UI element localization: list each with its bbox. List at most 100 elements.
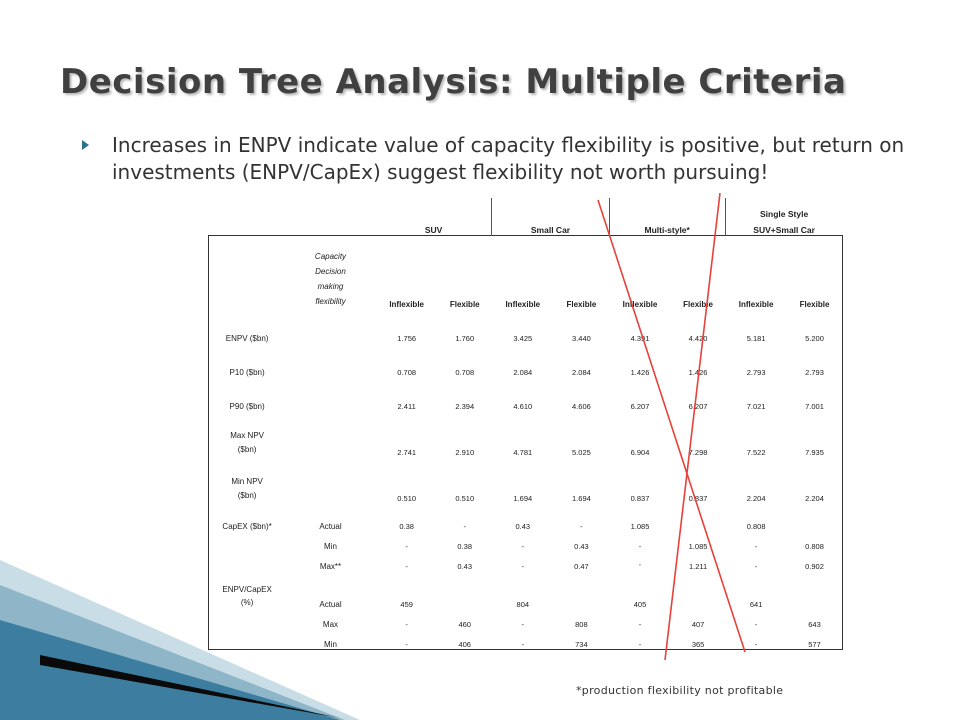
table-cell: -: [725, 629, 788, 650]
group-single-style: Single Style SUV+Small Car: [725, 198, 842, 236]
table-cell: 2.793: [746, 368, 766, 377]
table-cell: 0.837: [688, 494, 708, 503]
table-cell: 460: [458, 620, 471, 629]
table-cell: 0.38: [399, 522, 414, 531]
row-sublabel: Max: [322, 620, 339, 629]
table-cell: -: [521, 562, 525, 571]
table-cell: 2.741: [397, 448, 417, 457]
table-cell: 0.43: [574, 542, 589, 551]
corner-decoration: [0, 560, 360, 720]
sub-inflexible: Inflexible: [491, 235, 554, 309]
table-cell: 365: [670, 629, 726, 650]
row-label-p90: P90 ($bn): [208, 377, 286, 411]
table-cell: 1.085: [688, 542, 708, 551]
table-cell: ': [639, 562, 641, 571]
table-row: CapEX ($bn)* Actual 0.38 - 0.43 - 1.085 …: [208, 503, 844, 531]
table-cell: -: [521, 542, 525, 551]
sub-inflexible: Inflexible: [375, 235, 438, 309]
table-cell: 641: [749, 600, 763, 609]
table-cell: -: [521, 620, 525, 629]
table-cell: 7.021: [746, 402, 766, 411]
table-cell: -: [463, 522, 466, 531]
table-cell: 6.207: [688, 402, 708, 411]
table-cell: 2.793: [787, 343, 844, 377]
table-row: Min NPV ($bn) 0.510 0.510 1.694 1.694 0.…: [208, 457, 844, 503]
table-cell: 405: [633, 600, 647, 609]
row-sublabel: Actual: [319, 600, 342, 609]
table-cell: -: [638, 542, 642, 551]
row-label-p10: P10 ($bn): [208, 343, 286, 377]
single-style-line2: SUV+Small Car: [753, 225, 815, 235]
table-cell: 0.902: [787, 551, 844, 571]
table-cell: 2.411: [397, 402, 416, 411]
table-cell: 6.207: [630, 402, 650, 411]
table-cell: -: [638, 620, 642, 629]
table-cell: 1.756: [397, 334, 417, 343]
table-cell: -: [754, 562, 758, 571]
table-cell: [438, 571, 492, 609]
group-small-car: Small Car: [491, 198, 610, 236]
table-cell: 0.808: [746, 522, 766, 531]
sub-inflexible: Inflexible: [609, 235, 671, 309]
table-row: Max - 460 - 808 - 407 - 643: [208, 609, 844, 629]
row-sublabel: Actual: [319, 522, 342, 531]
footnote: *production flexibility not profitable: [576, 684, 784, 697]
table-cell: 0.708: [455, 368, 475, 377]
table-row: ENPV/CapEX (%) Actual 459 804 405 641: [208, 571, 844, 609]
table-cell: 1.760: [455, 334, 475, 343]
table-cell: 0.708: [397, 368, 417, 377]
table-cell: 1.694: [572, 494, 591, 503]
table-cell: 406: [437, 629, 492, 650]
table-cell: -: [375, 629, 438, 650]
table-cell: 4.420: [688, 334, 708, 343]
table-cell: -: [405, 562, 408, 571]
table-cell: -: [491, 629, 554, 650]
table-cell: 0.43: [457, 562, 473, 571]
table-cell: 643: [787, 609, 844, 629]
table-cell: 1.085: [630, 522, 650, 531]
group-multi-style: Multi-style*: [609, 198, 726, 236]
group-header-row: SUV Small Car Multi-style* Single Style …: [209, 198, 843, 236]
table-cell: 0.510: [397, 494, 417, 503]
table-cell: -: [580, 522, 583, 531]
table-cell: 1.426: [630, 368, 650, 377]
table-cell: 3.425: [513, 334, 533, 343]
table-cell: 2.910: [455, 448, 475, 457]
table-cell: 2.394: [455, 402, 475, 411]
table-cell: 5.025: [572, 448, 591, 457]
table-cell: 7.522: [746, 448, 766, 457]
table-cell: 2.084: [572, 368, 591, 377]
table-cell: -: [609, 629, 671, 650]
table-cell: 5.181: [746, 334, 766, 343]
row-sublabel: Min: [324, 542, 337, 551]
table-cell: [787, 503, 844, 531]
table-cell: 804: [516, 600, 530, 609]
bullet-arrow-icon: [82, 140, 89, 150]
table-cell: 3.440: [572, 334, 591, 343]
table-cell: 7.298: [688, 448, 708, 457]
table-cell: [671, 503, 725, 531]
table-cell: 459: [400, 600, 413, 609]
single-style-line1: Single Style: [760, 209, 809, 219]
sub-inflexible: Inflexible: [725, 235, 788, 309]
sub-flexible: Flexible: [787, 235, 844, 309]
row-label-enpv: ENPV ($bn): [208, 309, 286, 343]
table-row: P90 ($bn) 2.411 2.394 4.610 4.606 6.207 …: [208, 377, 844, 411]
table-cell: -: [405, 620, 408, 629]
table-cell: 1.694: [513, 494, 533, 503]
table-cell: 577: [787, 629, 844, 650]
table-cell: 4.610: [513, 402, 533, 411]
corner-shape-dark: [0, 620, 340, 720]
table-cell: [787, 571, 844, 609]
table-cell: 0.43: [515, 522, 531, 531]
table-cell: [671, 571, 725, 609]
table-cell: 2.204: [746, 494, 766, 503]
row-label-enpv-capex: ENPV/CapEX (%): [208, 571, 286, 609]
table-cell: 0.837: [630, 494, 650, 503]
table-cell: 5.200: [787, 309, 844, 343]
table-cell: 0.808: [787, 531, 844, 551]
table-row: Min - 0.38 - 0.43 - 1.085 - 0.808: [208, 531, 844, 551]
row-sublabel: Min: [285, 629, 376, 650]
bullet-point: Increases in ENPV indicate value of capa…: [82, 132, 922, 186]
sub-flexible: Flexible: [553, 235, 610, 309]
